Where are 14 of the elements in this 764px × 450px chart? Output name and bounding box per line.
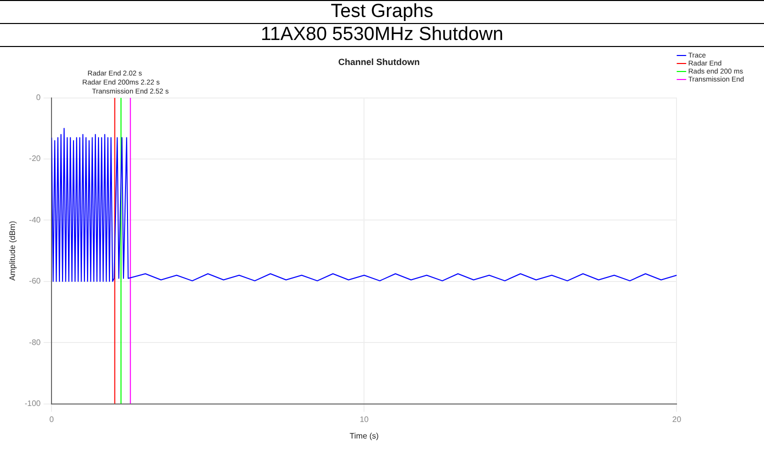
y-tick-label: -20 — [29, 154, 42, 164]
chart-title: Channel Shutdown — [338, 56, 420, 67]
y-tick-label: -60 — [29, 276, 42, 286]
y-tick-label: 0 — [36, 93, 42, 102]
y-tick-label: -100 — [24, 399, 42, 408]
text: 11AX80 5530MHz Shutdown — [0, 23, 764, 47]
x-axis-title: Time (s) — [350, 431, 380, 440]
text: Test Graphs — [0, 0, 764, 23]
y-axis-title: Amplitude (dBm) — [8, 220, 18, 281]
x-tick-label: 10 — [360, 414, 370, 424]
x-tick-label: 0 — [49, 414, 54, 424]
y-tick-label: -40 — [29, 215, 42, 224]
x-tick-label: 20 — [672, 414, 682, 424]
y-tick-label: -80 — [29, 338, 42, 347]
